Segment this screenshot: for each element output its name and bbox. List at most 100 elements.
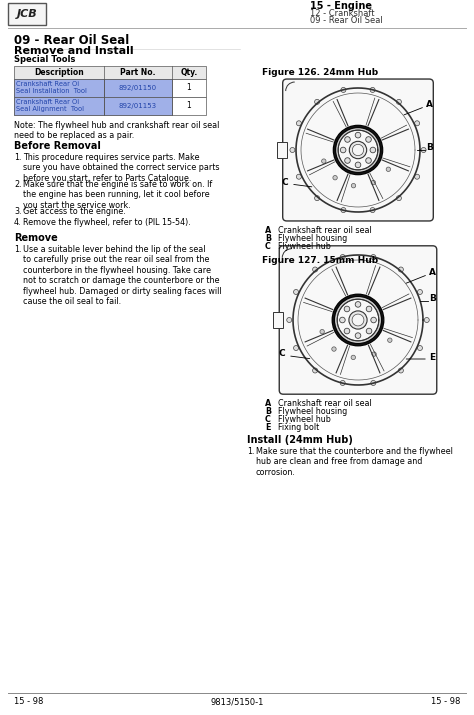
Circle shape	[344, 306, 350, 312]
Circle shape	[396, 196, 401, 201]
Text: 1.: 1.	[14, 245, 21, 254]
Text: Crankshaft Rear Oi: Crankshaft Rear Oi	[16, 81, 79, 87]
Circle shape	[313, 267, 318, 272]
Text: A: A	[426, 100, 433, 109]
Circle shape	[415, 121, 419, 126]
Text: B: B	[429, 294, 436, 303]
Bar	[277, 142, 287, 158]
Text: C: C	[282, 177, 289, 187]
Text: Install (24mm Hub): Install (24mm Hub)	[247, 435, 353, 445]
Text: Make sure that the engine is safe to work on. If
the engine has been running, le: Make sure that the engine is safe to wor…	[23, 180, 212, 209]
Bar	[104, 97, 172, 115]
Circle shape	[352, 314, 364, 326]
Text: B: B	[426, 144, 433, 152]
Text: A: A	[265, 226, 271, 235]
Circle shape	[321, 159, 326, 163]
Bar	[14, 79, 206, 97]
Text: Seal Installation  Tool: Seal Installation Tool	[16, 88, 87, 94]
Text: E: E	[265, 423, 270, 432]
Text: 892/01150: 892/01150	[119, 85, 157, 91]
Text: C: C	[265, 242, 271, 251]
Text: Get access to the engine.: Get access to the engine.	[23, 207, 126, 216]
Circle shape	[398, 267, 403, 272]
Circle shape	[293, 290, 299, 295]
Text: C: C	[279, 349, 286, 358]
Circle shape	[332, 347, 336, 351]
Circle shape	[396, 99, 401, 104]
Text: Seal Alignment  Tool: Seal Alignment Tool	[16, 106, 84, 112]
Text: Crankshaft rear oil seal: Crankshaft rear oil seal	[278, 399, 372, 408]
Circle shape	[386, 167, 391, 172]
Text: Remove: Remove	[14, 233, 58, 243]
Text: Before Removal: Before Removal	[14, 141, 101, 151]
Text: 09 - Rear Oil Seal: 09 - Rear Oil Seal	[14, 34, 129, 47]
Circle shape	[371, 180, 375, 184]
Text: 9813/5150-1: 9813/5150-1	[210, 698, 264, 706]
Text: 1: 1	[187, 102, 191, 111]
Circle shape	[355, 302, 361, 307]
Circle shape	[415, 174, 419, 179]
Text: Crankshaft rear oil seal: Crankshaft rear oil seal	[278, 226, 372, 235]
Text: Qty.: Qty.	[181, 68, 198, 77]
Text: 15 - 98: 15 - 98	[14, 698, 44, 706]
Circle shape	[345, 158, 350, 163]
Text: Special Tools: Special Tools	[14, 55, 75, 64]
Circle shape	[296, 121, 301, 126]
Text: 12 - Crankshaft: 12 - Crankshaft	[310, 9, 374, 18]
Circle shape	[351, 184, 356, 188]
FancyBboxPatch shape	[283, 79, 433, 221]
Text: Remove and Install: Remove and Install	[14, 46, 134, 56]
Text: Note: The flywheel hub and crankshaft rear oil seal
need to be replaced as a pai: Note: The flywheel hub and crankshaft re…	[14, 121, 219, 140]
Text: Figure 126. 24mm Hub: Figure 126. 24mm Hub	[262, 68, 378, 77]
Circle shape	[315, 99, 319, 104]
Circle shape	[339, 317, 345, 322]
Text: 1: 1	[187, 84, 191, 92]
Circle shape	[366, 158, 371, 163]
Text: Crankshaft Rear Oi: Crankshaft Rear Oi	[16, 99, 79, 105]
Circle shape	[293, 345, 299, 350]
Circle shape	[335, 127, 382, 174]
Circle shape	[313, 368, 318, 373]
Text: 2.: 2.	[14, 180, 22, 189]
Text: 4.: 4.	[14, 218, 21, 227]
Circle shape	[340, 147, 346, 153]
Text: Flywheel housing: Flywheel housing	[278, 407, 347, 416]
Text: 1.: 1.	[14, 153, 21, 162]
Circle shape	[372, 352, 376, 356]
Bar	[8, 3, 46, 25]
Text: A: A	[265, 399, 271, 408]
Circle shape	[424, 317, 429, 322]
Text: Remove the flywheel, refer to (PIL 15-54).: Remove the flywheel, refer to (PIL 15-54…	[23, 218, 191, 227]
Circle shape	[388, 338, 392, 342]
Circle shape	[290, 147, 295, 152]
Circle shape	[355, 132, 361, 138]
Circle shape	[370, 207, 375, 212]
Text: 892/01153: 892/01153	[119, 103, 157, 109]
Circle shape	[418, 290, 422, 295]
Text: Figure 127. 15mm Hub: Figure 127. 15mm Hub	[262, 256, 378, 265]
Text: 3.: 3.	[14, 207, 21, 216]
Circle shape	[398, 368, 403, 373]
Circle shape	[333, 175, 337, 180]
Circle shape	[366, 328, 372, 334]
Circle shape	[366, 306, 372, 312]
Text: Flywheel hub: Flywheel hub	[278, 415, 331, 424]
FancyBboxPatch shape	[279, 246, 437, 394]
Circle shape	[349, 142, 367, 159]
Circle shape	[351, 355, 356, 360]
Circle shape	[338, 130, 378, 170]
Circle shape	[370, 147, 376, 153]
Text: 15 - Engine: 15 - Engine	[310, 1, 372, 11]
Circle shape	[355, 332, 361, 338]
Text: Part No.: Part No.	[120, 68, 156, 77]
Text: 1.: 1.	[247, 447, 255, 456]
Text: Use a suitable lever behind the lip of the seal
to carefully prise out the rear : Use a suitable lever behind the lip of t…	[23, 245, 222, 306]
Circle shape	[421, 147, 426, 152]
Text: B: B	[265, 234, 271, 243]
Circle shape	[320, 330, 324, 334]
Circle shape	[352, 144, 364, 156]
Text: Flywheel hub: Flywheel hub	[278, 242, 331, 251]
Text: Description: Description	[34, 68, 84, 77]
Circle shape	[344, 328, 350, 334]
Circle shape	[340, 380, 345, 385]
